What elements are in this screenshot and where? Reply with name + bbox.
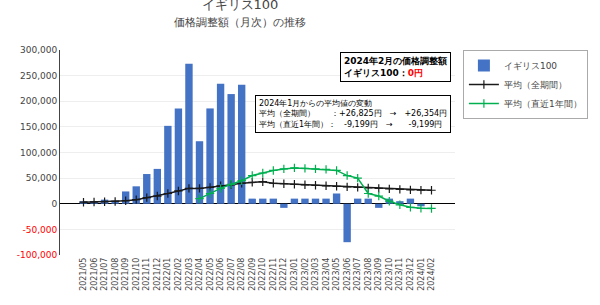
svg-text:2023/08: 2023/08 [364,258,373,291]
svg-text:2023/12: 2023/12 [406,258,415,291]
svg-text:300,000: 300,000 [20,45,57,55]
svg-text:2024/02: 2024/02 [427,258,436,291]
svg-text:2023/09: 2023/09 [374,258,383,291]
svg-text:イギリス100価格調整額（月次）の推移: イギリス100価格調整額（月次）の推移 [174,0,306,29]
svg-text:250,000: 250,000 [20,71,57,81]
svg-text:2021/09: 2021/09 [121,258,130,291]
svg-text:2022/05: 2022/05 [206,258,215,291]
svg-text:2023/02: 2023/02 [301,258,310,291]
svg-text:2021/11: 2021/11 [142,258,151,291]
svg-text:2023/03: 2023/03 [311,258,320,291]
svg-text:2024/01: 2024/01 [417,258,426,291]
svg-text:0: 0 [51,199,57,209]
svg-text:2021/08: 2021/08 [111,258,120,291]
svg-text:2023/10: 2023/10 [385,258,394,291]
svg-text:2024年2月の価格調整額イギリス100：0円: 2024年2月の価格調整額イギリス100：0円 [344,56,447,78]
svg-text:2022/09: 2022/09 [248,258,257,291]
svg-text:平均（全期間）: 平均（全期間） [504,80,567,90]
svg-text:2022/04: 2022/04 [195,258,204,291]
svg-text:2022/07: 2022/07 [227,258,236,291]
svg-text:200,000: 200,000 [20,96,57,106]
svg-text:平均（直近1年間）: 平均（直近1年間） [504,99,582,109]
svg-text:150,000: 150,000 [20,122,57,132]
svg-text:2023/04: 2023/04 [322,258,331,291]
svg-text:2023/05: 2023/05 [332,258,341,291]
svg-text:イギリス100: イギリス100 [504,61,557,71]
svg-text:2021/06: 2021/06 [90,258,99,291]
svg-text:2022/12: 2022/12 [279,258,288,291]
svg-text:2022/03: 2022/03 [185,258,194,291]
svg-text:2024年1月からの平均値の変動平均（全期間） ：+26,: 2024年1月からの平均値の変動平均（全期間） ：+26,825円 → +26,… [259,99,447,129]
svg-text:2021/07: 2021/07 [100,258,109,291]
svg-text:100,000: 100,000 [20,148,57,158]
svg-text:2022/08: 2022/08 [237,258,246,291]
svg-text:2023/06: 2023/06 [343,258,352,291]
svg-text:2022/02: 2022/02 [174,258,183,291]
svg-text:2021/12: 2021/12 [153,258,162,291]
svg-text:50,000: 50,000 [26,173,58,183]
svg-text:2023/11: 2023/11 [395,258,404,291]
svg-text:2022/01: 2022/01 [163,258,172,291]
svg-text:-50,000: -50,000 [22,225,57,235]
svg-text:2023/01: 2023/01 [290,258,299,291]
svg-text:2022/10: 2022/10 [258,258,267,291]
svg-text:2021/05: 2021/05 [79,258,88,291]
svg-text:2023/07: 2023/07 [353,258,362,291]
svg-text:2021/10: 2021/10 [132,258,141,291]
svg-text:-100,000: -100,000 [17,250,58,260]
svg-text:2022/11: 2022/11 [269,258,278,291]
svg-text:2022/06: 2022/06 [216,258,225,291]
